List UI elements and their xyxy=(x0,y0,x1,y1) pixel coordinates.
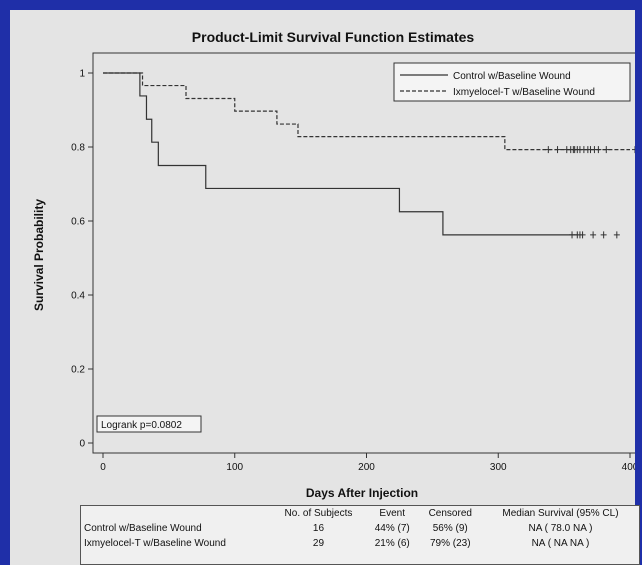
table-cell: Control w/Baseline Wound xyxy=(84,523,202,534)
legend-box xyxy=(393,62,631,102)
table-cell: 21% (6) xyxy=(374,538,410,549)
logrank-note: Logrank p=0.0802 xyxy=(96,415,202,433)
y-tick-label: 0 xyxy=(79,439,85,450)
censor-mark-ixmyelocel xyxy=(554,146,561,154)
table-row: Control w/Baseline Wound 16 44% (7) 56% … xyxy=(81,521,639,536)
legend: Control w/Baseline Wound Ixmyelocel-T w/… xyxy=(393,62,631,102)
x-tick-label: 400 xyxy=(622,462,635,473)
table-header-row: No. of Subjects Event Censored Median Su… xyxy=(81,506,639,521)
logrank-box xyxy=(96,415,202,433)
censor-mark-ixmyelocel xyxy=(632,146,635,154)
table-cell: 16 xyxy=(312,523,325,534)
x-tick-label: 300 xyxy=(490,462,507,473)
chart-title: Product-Limit Survival Function Estimate… xyxy=(192,29,475,45)
x-tick-label: 100 xyxy=(226,462,243,473)
legend-label-ixmyelocel: Ixmyelocel-T w/Baseline Wound xyxy=(453,87,595,98)
y-tick-label: 0.4 xyxy=(71,291,85,302)
table-cell: NA ( 78.0 NA ) xyxy=(528,523,593,534)
table-header: Median Survival (95% CL) xyxy=(502,508,619,519)
censor-mark-control xyxy=(579,231,586,239)
x-axis-label: Days After Injection xyxy=(306,486,418,500)
censor-mark-ixmyelocel xyxy=(545,146,552,154)
table-cell: NA ( NA NA ) xyxy=(531,538,590,549)
table-header: Censored xyxy=(428,508,472,519)
table-header: No. of Subjects xyxy=(284,508,353,519)
table-cell: Ixmyelocel-T w/Baseline Wound xyxy=(84,538,226,549)
y-tick-label: 0.2 xyxy=(71,365,85,376)
censor-mark-ixmyelocel xyxy=(595,146,602,154)
logrank-text: Logrank p=0.0802 xyxy=(101,420,182,431)
series-layer xyxy=(103,72,635,239)
x-axis-ticks: 0 100 200 300 400 xyxy=(100,453,635,473)
y-tick-label: 1 xyxy=(79,69,85,80)
y-axis-label: Survival Probability xyxy=(32,199,46,311)
censor-mark-control xyxy=(613,231,620,239)
table-cell: 79% (23) xyxy=(429,538,471,549)
survival-chart: Product-Limit Survival Function Estimate… xyxy=(32,29,635,500)
plot-area xyxy=(92,52,635,454)
table-header xyxy=(81,506,271,521)
y-axis-ticks: 0 0.2 0.4 0.6 0.8 1 xyxy=(71,69,93,450)
summary-table: No. of Subjects Event Censored Median Su… xyxy=(80,505,640,565)
y-tick-label: 0.6 xyxy=(71,217,85,228)
censor-mark-control xyxy=(569,231,576,239)
figure-frame: Product-Limit Survival Function Estimate… xyxy=(10,10,635,565)
series-line-control xyxy=(103,72,578,236)
censor-mark-control xyxy=(590,231,597,239)
legend-label-control: Control w/Baseline Wound xyxy=(453,71,571,82)
table-cell: 29 xyxy=(312,538,325,549)
y-tick-label: 0.8 xyxy=(71,143,85,154)
table-cell: 44% (7) xyxy=(374,523,410,534)
table-header: Event xyxy=(379,508,405,519)
x-tick-label: 0 xyxy=(100,462,106,473)
censor-mark-ixmyelocel xyxy=(603,146,610,154)
table-row: Ixmyelocel-T w/Baseline Wound 29 21% (6)… xyxy=(81,536,639,551)
table-cell: 56% (9) xyxy=(432,523,468,534)
x-tick-label: 200 xyxy=(358,462,375,473)
censor-mark-control xyxy=(600,231,607,239)
